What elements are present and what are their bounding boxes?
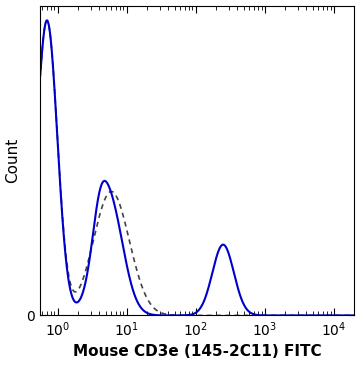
X-axis label: Mouse CD3e (145-2C11) FITC: Mouse CD3e (145-2C11) FITC: [73, 345, 321, 360]
Y-axis label: Count: Count: [5, 138, 21, 183]
